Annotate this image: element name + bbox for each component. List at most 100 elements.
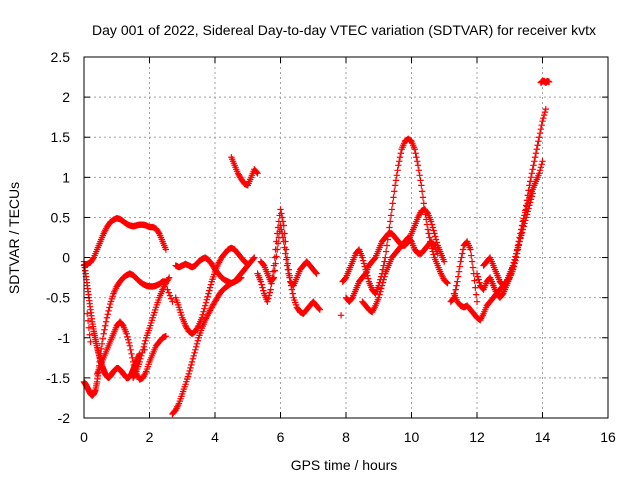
data-point [202,299,210,306]
data-point [189,355,197,363]
data-point [205,290,212,297]
data-point [429,224,436,231]
y-tick-label: 2.5 [51,49,71,65]
data-point [273,253,280,260]
data-point [535,138,542,145]
data-point [278,214,286,221]
data-point [288,286,296,293]
data-point [101,326,108,333]
data-point [279,218,287,225]
data-point [471,277,478,284]
data-point [530,162,537,169]
data-point [538,161,545,168]
data-marks [80,77,553,418]
data-point [103,314,111,321]
data-point [142,337,149,344]
data-point [453,282,460,289]
data-point [542,105,549,113]
data-point [359,257,367,264]
data-point [164,286,171,293]
data-point [539,117,546,125]
data-point [396,158,403,165]
data-point [207,281,215,288]
data-point [427,218,435,225]
data-point [274,246,281,253]
data-point [285,270,292,277]
data-point [97,345,105,353]
data-point [432,236,440,243]
data-point [85,324,93,331]
data-point [416,172,423,179]
data-point [162,332,170,340]
series-arc20 [84,286,345,354]
data-point [89,255,97,262]
data-point [264,298,271,305]
data-point [259,284,266,291]
series-arc18 [480,190,536,289]
data-point [129,358,137,366]
data-point [509,262,517,269]
data-point [458,254,465,261]
data-point [536,134,543,141]
data-point [393,172,400,179]
data-point [383,242,391,249]
data-point [141,346,148,354]
data-point [519,226,527,233]
data-point [522,217,529,224]
data-point [426,234,433,241]
data-point [529,190,536,197]
data-point [137,355,144,363]
data-point [313,270,320,277]
data-point [444,280,451,287]
data-point [278,226,285,233]
data-point [411,146,418,153]
data-point [124,333,131,340]
data-point [141,340,148,347]
data-point [419,194,427,201]
x-tick-label: 12 [469,429,485,445]
data-point [102,322,109,329]
data-point [162,246,170,253]
data-point [267,286,274,293]
data-point [468,258,476,265]
y-tick-label: -1 [58,330,71,346]
data-point [244,260,251,268]
data-point [391,188,398,195]
data-point [201,305,208,312]
data-point [424,226,432,233]
data-point [380,276,387,283]
data-point [165,289,172,296]
x-axis: 0 2 4 6 8 10 12 14 16 [80,57,616,445]
data-point [167,295,175,302]
data-point [199,311,206,318]
data-point [278,230,286,237]
data-point [537,126,545,133]
data-point [378,285,385,292]
data-point [260,287,267,294]
data-point [272,260,279,267]
data-point [434,250,441,257]
data-point [536,167,544,174]
data-point [538,121,545,129]
data-point [283,262,291,269]
data-point [254,170,261,177]
data-point [524,208,531,215]
data-point [418,182,425,189]
data-point [473,270,481,277]
data-point [459,250,466,257]
data-point [364,275,372,282]
data-point [522,214,530,221]
data-point [258,281,265,288]
data-point [165,275,172,283]
data-point [169,298,176,305]
data-point [201,302,209,309]
series-arc14 [359,234,441,316]
data-point [527,196,535,203]
data-point [532,150,540,157]
data-point [265,292,273,299]
data-point [523,211,531,218]
data-point [286,274,293,281]
series-arc12 [339,135,451,297]
data-point [396,154,404,161]
